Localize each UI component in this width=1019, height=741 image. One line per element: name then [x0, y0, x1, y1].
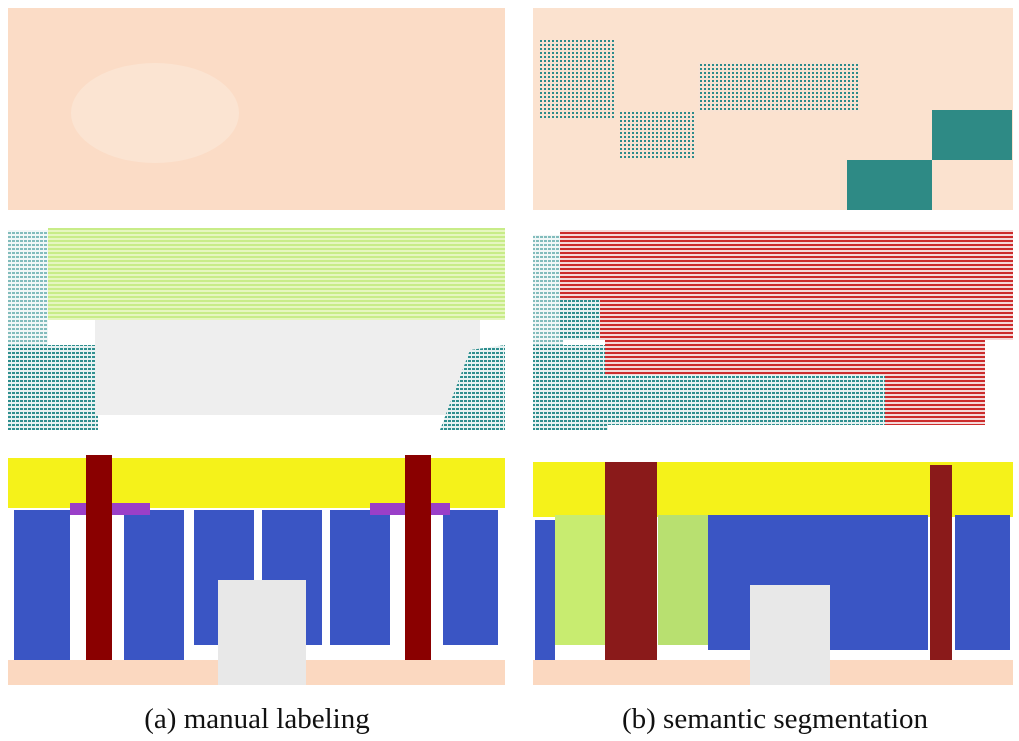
panel-wall-segmented	[533, 228, 1013, 430]
panel-facade-segmented	[533, 455, 1013, 685]
figure: (a) manual labeling (b) semantic segment…	[0, 0, 1019, 741]
caption-right: (b) semantic segmentation	[622, 703, 929, 735]
panel-facade-manual	[8, 455, 505, 685]
panel-wall-manual	[8, 225, 505, 430]
caption-left: (a) manual labeling	[144, 703, 369, 735]
panel-floor-segmented	[533, 8, 1013, 210]
panel-floor-manual	[8, 8, 505, 210]
